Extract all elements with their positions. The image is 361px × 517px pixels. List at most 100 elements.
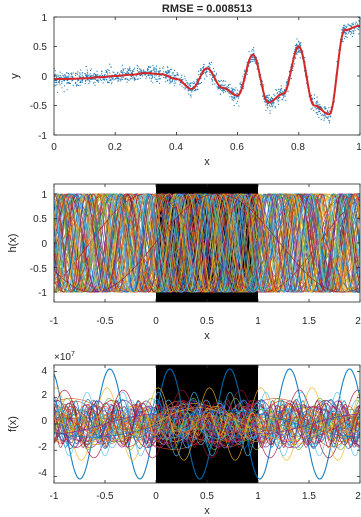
sample-point — [154, 76, 156, 78]
curve — [53, 193, 361, 293]
sample-point — [345, 31, 347, 33]
sample-point — [253, 58, 255, 60]
curve — [53, 405, 361, 443]
sample-point — [174, 69, 176, 71]
sample-point — [316, 96, 318, 98]
sample-point — [168, 69, 170, 72]
sample-point — [109, 63, 111, 65]
panel-2-y-axis-label: h(x) — [7, 234, 19, 253]
sample-point — [352, 35, 354, 38]
panel-1-title: RMSE = 0.008513 — [162, 3, 252, 15]
sample-point — [82, 79, 84, 81]
panel-2-y-ticks: 1 0.5 0 -0.5 -1 — [30, 190, 48, 299]
sample-point — [59, 71, 61, 73]
sample-point — [84, 73, 86, 75]
sample-point — [270, 103, 273, 105]
sample-point — [200, 69, 202, 71]
sample-point — [110, 66, 112, 68]
sample-point — [86, 73, 89, 75]
sample-point — [126, 72, 128, 74]
sample-point — [69, 82, 71, 84]
sample-point — [300, 42, 302, 44]
sample-point — [233, 104, 235, 107]
sample-point — [316, 107, 318, 109]
sample-point — [296, 51, 298, 53]
sample-point — [322, 113, 324, 115]
sample-point — [296, 52, 298, 55]
sample-point — [111, 78, 113, 80]
sample-point — [193, 82, 195, 85]
sample-point — [239, 83, 241, 86]
sample-point — [69, 76, 71, 78]
sample-point — [119, 80, 121, 82]
sample-point — [155, 78, 157, 80]
sample-point — [77, 80, 79, 82]
panel-3-x-tick-label: 2 — [355, 491, 361, 502]
sample-point — [120, 71, 122, 73]
sample-point — [175, 82, 177, 84]
sample-point — [54, 81, 56, 84]
sample-point — [58, 74, 60, 76]
sample-point — [92, 82, 95, 84]
sample-point — [128, 79, 130, 81]
sample-point — [110, 77, 112, 79]
panel-3-y-exponent-base: ×10 — [54, 352, 71, 363]
sample-point — [66, 89, 68, 91]
sample-point — [270, 98, 272, 100]
sample-point — [211, 79, 214, 81]
sample-point — [101, 71, 103, 73]
sample-point — [268, 94, 270, 96]
panel-1-x-tick-label: 0.2 — [108, 142, 122, 153]
sample-point — [111, 83, 113, 85]
sample-point — [218, 80, 220, 82]
sample-point — [238, 105, 240, 107]
curve — [53, 193, 361, 293]
sample-point — [71, 74, 73, 76]
sample-point — [169, 82, 171, 84]
sample-point — [93, 73, 95, 75]
sample-point — [133, 76, 135, 78]
sample-point — [81, 72, 84, 74]
sample-point — [236, 100, 239, 102]
sample-point — [327, 111, 329, 113]
sample-point — [187, 82, 189, 84]
sample-point — [299, 57, 301, 59]
sample-point — [267, 96, 269, 98]
sample-point — [66, 76, 68, 78]
curve — [53, 193, 361, 293]
sample-point — [278, 88, 280, 90]
sample-point — [286, 81, 288, 83]
sample-point — [237, 97, 240, 99]
sample-point — [231, 98, 233, 100]
panel-3-y-tick-label: -4 — [38, 468, 47, 479]
sample-point — [265, 95, 267, 97]
sample-point — [225, 91, 227, 93]
sample-point — [169, 81, 172, 83]
panel-2-x-axis-label: x — [204, 330, 210, 342]
sample-point — [324, 108, 326, 110]
sample-point — [58, 76, 60, 79]
sample-point — [243, 86, 245, 88]
sample-point — [220, 93, 222, 95]
sample-point — [328, 119, 330, 121]
sample-point — [150, 80, 152, 82]
sample-point — [124, 78, 126, 81]
sample-point — [320, 119, 322, 121]
sample-point — [122, 76, 124, 78]
sample-point — [319, 112, 322, 114]
sample-point — [214, 83, 216, 85]
sample-point — [310, 108, 312, 110]
sample-point — [54, 79, 56, 82]
sample-point — [318, 116, 320, 119]
sample-point — [58, 82, 61, 84]
sample-point — [68, 82, 70, 84]
sample-point — [314, 107, 316, 109]
sample-point — [54, 73, 56, 75]
sample-point — [328, 122, 330, 124]
sample-point — [87, 75, 89, 78]
sample-point — [107, 73, 109, 75]
sample-point — [184, 78, 186, 80]
panel-2-x-tick-label: -0.5 — [96, 316, 114, 327]
sample-point — [348, 24, 350, 26]
sample-point — [228, 87, 230, 89]
